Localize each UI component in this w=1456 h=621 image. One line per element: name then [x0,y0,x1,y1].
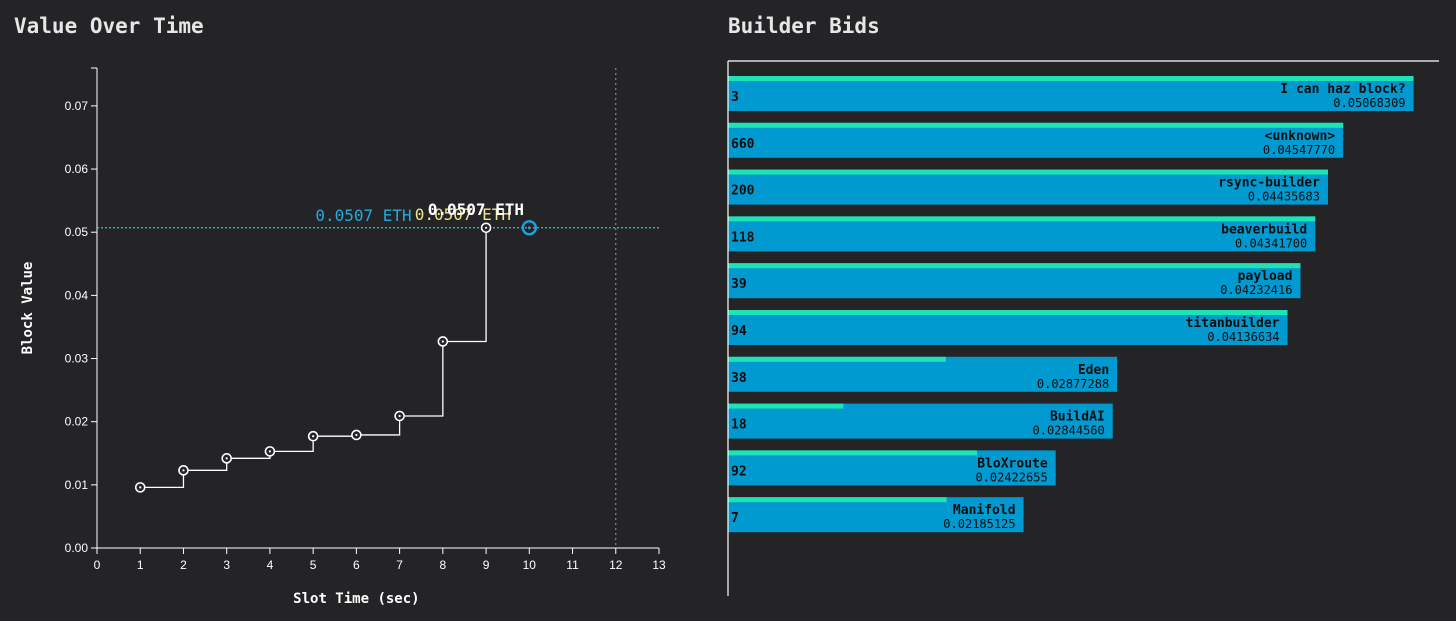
data-point-center [225,457,228,460]
x-tick-label: 8 [440,558,447,572]
value-over-time-chart: 0.000.010.020.030.040.050.060.070 1 2 3 4 5 6 7… [20,67,666,607]
data-point-center [182,469,185,472]
data-point-center [484,226,488,229]
x-tick-label: 0 [94,558,101,572]
highlight-point [521,220,538,236]
builder-bar [728,310,1288,345]
builder-value-label: 0.02422655 [975,470,1047,484]
y-tick-label: 0.00 [65,541,89,555]
builder-bar-overlay [728,169,1328,175]
builder-bar-overlay [728,403,844,409]
builder-name-label: Eden [1078,363,1109,378]
builder-bar [728,76,1414,111]
builder-name-label: beaverbuild [1221,222,1307,237]
builder-count-label: 200 [731,184,755,199]
builder-count-label: 18 [731,418,747,433]
builder-bar [728,122,1344,158]
builder-bar-overlay [728,122,1344,128]
x-tick-label: 6 [353,558,360,572]
builder-name-label: BuildAI [1050,410,1105,425]
builder-count-label: 38 [731,371,747,386]
builder-count-label: 39 [731,277,747,292]
x-tick-label: 5 [310,558,317,572]
data-point-center [441,340,444,343]
data-point-center [355,433,358,437]
x-tick-label: 3 [223,558,230,572]
builder-bar [728,263,1301,299]
x-tick-label: 2 [180,558,187,572]
y-tick-label: 0.02 [65,415,89,429]
data-point-center [268,450,272,453]
builder-bar-overlay [728,263,1301,269]
builder-count-label: 92 [731,464,747,479]
builder-value-label: 0.05068309 [1333,96,1405,110]
builder-name-label: titanbuilder [1186,316,1280,331]
reference-value-label: 0.0507 ETH [315,206,411,225]
builder-name-label: rsync-builder [1218,176,1320,191]
builder-bar-overlay [728,310,1288,315]
y-tick-label: 0.06 [65,162,89,176]
builder-value-label: 0.04435683 [1248,190,1320,204]
builder-count-label: 7 [731,511,739,526]
builder-bids-chart: 3I can haz block?0.05068309660<unknown>0… [727,60,1439,596]
x-tick-label: 1 [137,558,144,572]
data-point-center [139,486,142,489]
builder-bar-overlay [728,216,1316,222]
series-group [97,68,659,548]
bars-group: 3I can haz block?0.05068309660<unknown>0… [728,76,1414,533]
builder-bar-overlay [728,497,947,503]
latest-value-label: 0.0507 ETH [415,205,511,224]
builder-bar [728,169,1328,205]
y-tick-label: 0.01 [65,478,89,492]
builder-bar [728,403,1113,439]
builder-name-label: BloXroute [977,456,1048,471]
x-axis-title: Slot Time (sec) [293,591,419,607]
y-tick-label: 0.05 [65,225,89,239]
builder-count-label: 3 [731,90,739,105]
builder-value-label: 0.04341700 [1235,236,1307,250]
current-value-label: 0.0507 ETH [428,200,524,219]
builder-bar [728,356,1118,392]
x-tick-label: 13 [652,558,666,572]
builder-value-label: 0.04136634 [1207,330,1279,344]
y-tick-label: 0.07 [65,99,89,113]
builder-count-label: 94 [731,324,747,339]
builder-name-label: payload [1238,269,1293,284]
value-step-line [140,227,487,489]
builder-count-label: 118 [731,230,755,245]
x-tick-label: 12 [609,558,623,572]
builder-value-label: 0.02844560 [1033,424,1105,438]
builder-count-label: 660 [731,137,755,152]
right-panel-title: Builder Bids [728,14,880,38]
x-tick-label: 9 [483,558,490,572]
y-tick-label: 0.03 [65,352,89,366]
data-point-center [312,435,315,438]
builder-value-label: 0.04547770 [1263,143,1335,157]
builder-bar [728,497,1024,533]
builder-value-label: 0.02185125 [943,517,1015,531]
builder-name-label: I can haz block? [1280,82,1405,97]
x-tick-label: 11 [566,558,579,572]
x-tick-label: 4 [267,558,274,572]
data-point-center [398,414,401,418]
builder-name-label: Manifold [953,503,1016,518]
builder-bar-overlay [728,356,946,362]
left-panel-title: Value Over Time [14,14,204,38]
y-axis-title: Block Value [20,262,36,355]
builder-value-label: 0.04232416 [1220,283,1292,297]
builder-bar [728,450,1056,486]
builder-bar-overlay [728,76,1414,81]
builder-name-label: <unknown> [1265,129,1336,144]
builder-value-label: 0.02877288 [1037,377,1109,391]
axes-group: 0.000.010.020.030.040.050.060.070 1 2 3 4 5 6 7… [20,67,666,607]
builder-bar-overlay [728,450,978,456]
bar-axes-group [727,60,1439,596]
x-tick-label: 10 [523,558,537,572]
x-tick-label: 7 [396,558,403,572]
highlight-point-center [527,226,531,230]
y-tick-label: 0.04 [65,288,89,302]
builder-bar [728,216,1316,252]
